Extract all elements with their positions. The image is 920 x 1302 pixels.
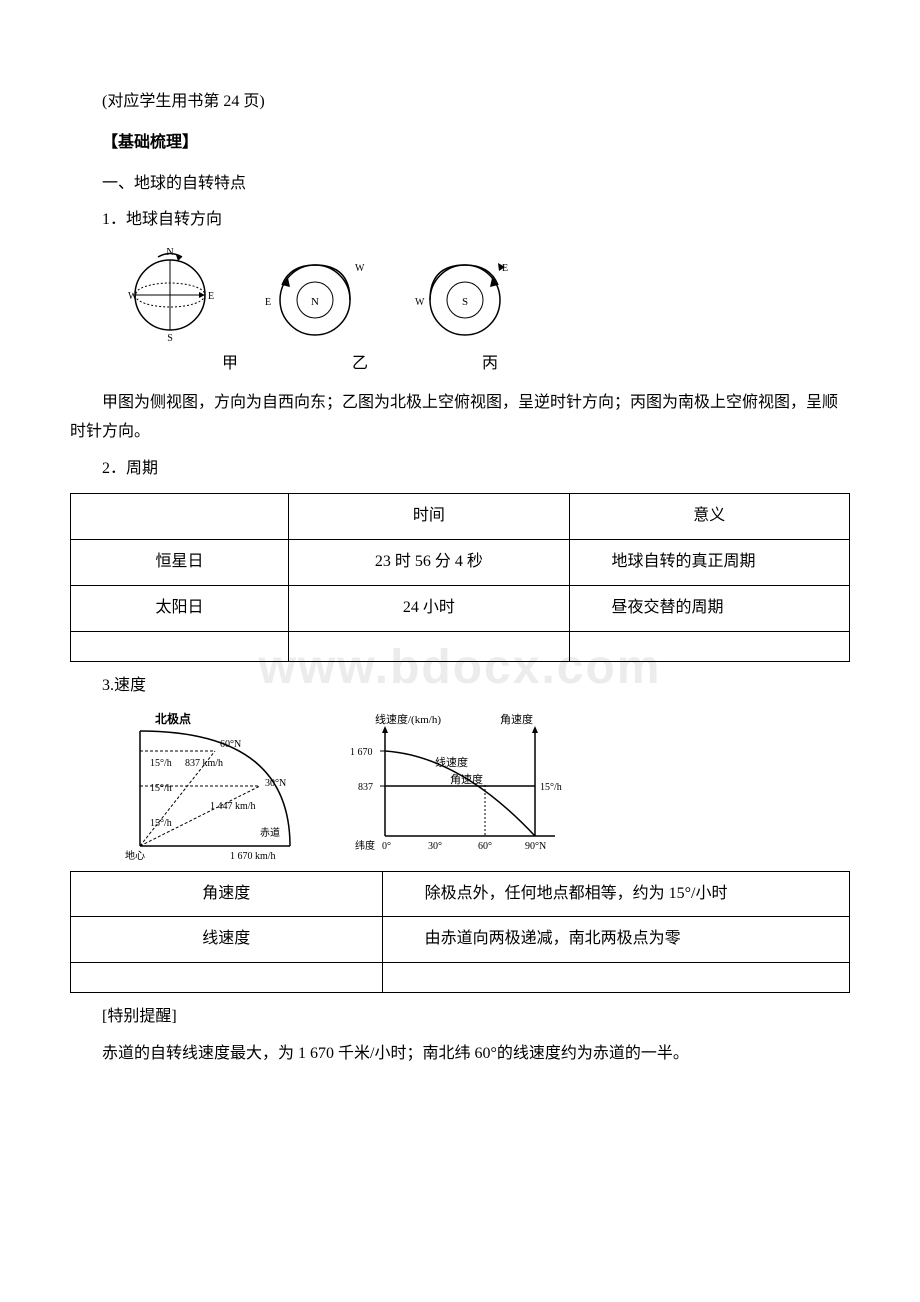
diagram-labels-row: 甲 乙 丙 xyxy=(215,350,850,379)
svg-text:北极点: 北极点 xyxy=(155,711,191,726)
cell: 线速度 xyxy=(71,917,383,963)
speed-chart: 线速度/(km/h) 角速度 1 670 837 线速度 角速度 15°/h 纬… xyxy=(340,711,570,861)
speed-table: 角速度 除极点外，任何地点都相等，约为 15°/小时 线速度 由赤道向两极递减，… xyxy=(70,871,850,994)
svg-text:E: E xyxy=(502,263,508,274)
tip-label: [特别提醒] xyxy=(70,1003,850,1032)
globe-speed-diagram: 北极点 60°N 30°N 15°/h 15°/h 15°/h 837 km/h… xyxy=(120,711,310,861)
cell: 24 小时 xyxy=(289,585,569,631)
table-row: 恒星日 23 时 56 分 4 秒 地球自转的真正周期 xyxy=(71,540,850,586)
cell xyxy=(569,631,849,661)
svg-text:0°: 0° xyxy=(382,841,391,852)
tip-text: 赤道的自转线速度最大，为 1 670 千米/小时；南北纬 60°的线速度约为赤道… xyxy=(70,1040,850,1069)
cell: 除极点外，任何地点都相等，约为 15°/小时 xyxy=(382,871,849,917)
diagram-south-view: S W E xyxy=(410,245,520,345)
svg-text:E: E xyxy=(208,291,214,302)
svg-text:S: S xyxy=(167,333,173,344)
svg-text:S: S xyxy=(462,296,468,308)
rotation-caption: 甲图为侧视图，方向为自西向东；乙图为北极上空俯视图，呈逆时针方向；丙图为南极上空… xyxy=(70,389,850,447)
svg-text:1 447 km/h: 1 447 km/h xyxy=(210,801,256,812)
table-row: 时间 意义 xyxy=(71,494,850,540)
svg-text:30°: 30° xyxy=(428,841,442,852)
period-table: 时间 意义 恒星日 23 时 56 分 4 秒 地球自转的真正周期 太阳日 24… xyxy=(70,493,850,661)
section-title: 一、地球的自转特点 xyxy=(70,170,850,199)
table-row: 太阳日 24 小时 昼夜交替的周期 xyxy=(71,585,850,631)
label-a: 甲 xyxy=(215,350,245,379)
svg-text:赤道: 赤道 xyxy=(260,826,280,839)
table-row xyxy=(71,963,850,993)
sub2-title: 2．周期 xyxy=(70,455,850,484)
cell: 恒星日 xyxy=(71,540,289,586)
section-header: 【基础梳理】 xyxy=(70,129,850,158)
svg-text:纬度: 纬度 xyxy=(355,839,375,852)
table-row: 线速度 由赤道向两极递减，南北两极点为零 xyxy=(71,917,850,963)
svg-text:15°/h: 15°/h xyxy=(540,782,562,793)
svg-text:W: W xyxy=(415,297,425,308)
diagram-north-view: N E W xyxy=(260,245,370,345)
cell: 太阳日 xyxy=(71,585,289,631)
svg-text:角速度: 角速度 xyxy=(450,772,483,786)
svg-text:线速度: 线速度 xyxy=(435,755,468,769)
cell: 23 时 56 分 4 秒 xyxy=(289,540,569,586)
diagram-side-view: N S W E xyxy=(120,245,220,345)
svg-text:90°N: 90°N xyxy=(525,841,546,852)
table-row xyxy=(71,631,850,661)
svg-text:837: 837 xyxy=(358,782,373,793)
sub3-title: 3.速度 xyxy=(70,672,850,701)
svg-text:角速度: 角速度 xyxy=(500,712,533,726)
svg-text:W: W xyxy=(355,263,365,274)
table-row: 角速度 除极点外，任何地点都相等，约为 15°/小时 xyxy=(71,871,850,917)
cell xyxy=(71,631,289,661)
cell: 昼夜交替的周期 xyxy=(569,585,849,631)
svg-text:N: N xyxy=(166,247,173,258)
sub1-title: 1．地球自转方向 xyxy=(70,206,850,235)
svg-text:15°/h: 15°/h xyxy=(150,818,172,829)
svg-text:W: W xyxy=(128,291,138,302)
svg-text:60°N: 60°N xyxy=(220,739,241,750)
svg-text:837 km/h: 837 km/h xyxy=(185,758,223,769)
svg-text:N: N xyxy=(311,296,319,308)
svg-text:线速度/(km/h): 线速度/(km/h) xyxy=(375,712,441,726)
svg-text:60°: 60° xyxy=(478,841,492,852)
svg-text:30°N: 30°N xyxy=(265,778,286,789)
svg-text:1 670 km/h: 1 670 km/h xyxy=(230,851,276,861)
cell: 地球自转的真正周期 xyxy=(569,540,849,586)
cell: 角速度 xyxy=(71,871,383,917)
svg-text:15°/h: 15°/h xyxy=(150,758,172,769)
cell xyxy=(289,631,569,661)
cell xyxy=(71,963,383,993)
svg-text:地心: 地心 xyxy=(125,849,145,861)
speed-diagrams: 北极点 60°N 30°N 15°/h 15°/h 15°/h 837 km/h… xyxy=(120,711,850,861)
svg-text:15°/h: 15°/h xyxy=(150,783,172,794)
label-c: 丙 xyxy=(475,350,505,379)
rotation-diagrams: N S W E N E W S W E xyxy=(120,245,850,345)
cell: 由赤道向两极递减，南北两极点为零 xyxy=(382,917,849,963)
th-blank xyxy=(71,494,289,540)
cell xyxy=(382,963,849,993)
svg-text:E: E xyxy=(265,297,271,308)
label-b: 乙 xyxy=(345,350,375,379)
th-time: 时间 xyxy=(289,494,569,540)
th-meaning: 意义 xyxy=(569,494,849,540)
page-reference: (对应学生用书第 24 页) xyxy=(70,88,850,117)
svg-text:1 670: 1 670 xyxy=(350,747,373,758)
